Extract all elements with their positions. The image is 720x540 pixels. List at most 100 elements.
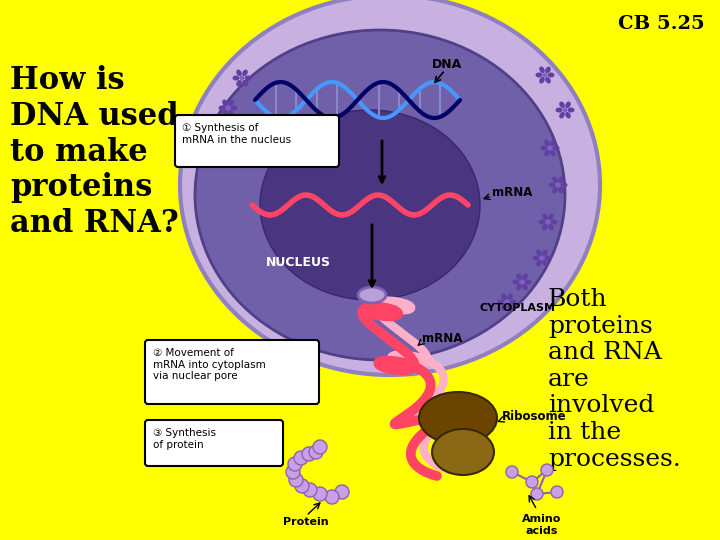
Ellipse shape xyxy=(552,145,559,151)
Ellipse shape xyxy=(542,260,548,266)
Ellipse shape xyxy=(228,134,233,141)
Text: DNA: DNA xyxy=(432,58,462,71)
Ellipse shape xyxy=(507,294,513,300)
Ellipse shape xyxy=(236,70,242,76)
Ellipse shape xyxy=(560,183,567,187)
Ellipse shape xyxy=(539,219,546,225)
Ellipse shape xyxy=(236,80,242,86)
Text: ② Movement of
mRNA into cytoplasm
via nuclear pore: ② Movement of mRNA into cytoplasm via nu… xyxy=(153,348,266,381)
Ellipse shape xyxy=(536,72,542,78)
Text: ③ Synthesis
of protein: ③ Synthesis of protein xyxy=(153,428,216,450)
Ellipse shape xyxy=(556,107,562,112)
Ellipse shape xyxy=(559,112,564,118)
Text: CB 5.25: CB 5.25 xyxy=(618,15,705,33)
Ellipse shape xyxy=(551,486,563,498)
Ellipse shape xyxy=(288,457,302,471)
Ellipse shape xyxy=(432,429,494,475)
Text: NUCLEUS: NUCLEUS xyxy=(266,256,330,269)
Ellipse shape xyxy=(242,80,248,86)
Ellipse shape xyxy=(180,0,600,375)
Ellipse shape xyxy=(505,300,510,305)
Ellipse shape xyxy=(544,150,550,157)
FancyBboxPatch shape xyxy=(145,420,283,466)
Text: mRNA: mRNA xyxy=(492,186,532,199)
Ellipse shape xyxy=(547,72,554,78)
Ellipse shape xyxy=(567,107,575,112)
Ellipse shape xyxy=(520,280,524,285)
Ellipse shape xyxy=(313,440,327,454)
Ellipse shape xyxy=(544,139,550,146)
Ellipse shape xyxy=(222,99,228,106)
Ellipse shape xyxy=(539,66,545,73)
Ellipse shape xyxy=(536,249,541,256)
Ellipse shape xyxy=(542,213,548,220)
Ellipse shape xyxy=(550,150,556,157)
Ellipse shape xyxy=(558,187,564,193)
Ellipse shape xyxy=(513,280,520,285)
FancyBboxPatch shape xyxy=(145,340,319,404)
Ellipse shape xyxy=(325,490,339,504)
Ellipse shape xyxy=(233,76,240,80)
Ellipse shape xyxy=(294,451,308,465)
Ellipse shape xyxy=(242,70,248,76)
Ellipse shape xyxy=(501,304,507,310)
Ellipse shape xyxy=(233,145,239,152)
FancyBboxPatch shape xyxy=(175,115,339,167)
Ellipse shape xyxy=(228,145,233,152)
Ellipse shape xyxy=(558,177,564,183)
Ellipse shape xyxy=(230,105,238,111)
Ellipse shape xyxy=(539,77,545,84)
Ellipse shape xyxy=(546,219,551,225)
Ellipse shape xyxy=(552,187,558,193)
Ellipse shape xyxy=(233,134,239,141)
Ellipse shape xyxy=(550,139,556,146)
Ellipse shape xyxy=(526,476,538,488)
Ellipse shape xyxy=(289,473,303,487)
Ellipse shape xyxy=(556,183,560,187)
Ellipse shape xyxy=(230,140,235,145)
Text: Ribosome: Ribosome xyxy=(502,409,567,422)
Ellipse shape xyxy=(542,224,548,231)
Ellipse shape xyxy=(522,274,528,280)
Ellipse shape xyxy=(419,392,497,444)
Ellipse shape xyxy=(549,183,556,187)
Text: CYTOPLASM: CYTOPLASM xyxy=(480,303,556,313)
Ellipse shape xyxy=(539,255,544,260)
Ellipse shape xyxy=(510,300,516,305)
Ellipse shape xyxy=(524,280,531,285)
Ellipse shape xyxy=(548,213,554,220)
Ellipse shape xyxy=(551,219,557,225)
Ellipse shape xyxy=(286,465,300,479)
Ellipse shape xyxy=(506,466,518,478)
Ellipse shape xyxy=(295,479,309,493)
Ellipse shape xyxy=(542,72,547,78)
Ellipse shape xyxy=(548,224,554,231)
Text: Protein: Protein xyxy=(283,517,329,527)
Ellipse shape xyxy=(542,249,548,256)
Ellipse shape xyxy=(516,274,522,280)
Ellipse shape xyxy=(565,102,571,108)
Ellipse shape xyxy=(302,447,316,461)
Ellipse shape xyxy=(240,76,245,80)
Text: Amino
acids: Amino acids xyxy=(522,514,562,536)
Ellipse shape xyxy=(531,488,543,500)
Ellipse shape xyxy=(562,107,567,112)
Ellipse shape xyxy=(218,105,225,111)
Ellipse shape xyxy=(358,287,386,303)
Text: ① Synthesis of
mRNA in the nucleus: ① Synthesis of mRNA in the nucleus xyxy=(182,123,291,145)
Text: Both
proteins
and RNA
are
involved
in the
processes.: Both proteins and RNA are involved in th… xyxy=(548,288,680,470)
Ellipse shape xyxy=(245,76,251,80)
Ellipse shape xyxy=(559,102,564,108)
Ellipse shape xyxy=(225,105,230,111)
Ellipse shape xyxy=(303,483,317,497)
Ellipse shape xyxy=(552,177,558,183)
Ellipse shape xyxy=(547,145,552,151)
Ellipse shape xyxy=(501,294,507,300)
Ellipse shape xyxy=(228,99,234,106)
Ellipse shape xyxy=(309,445,323,459)
Ellipse shape xyxy=(195,30,565,360)
Ellipse shape xyxy=(516,284,522,291)
Text: How is
DNA used
to make
proteins
and RNA?: How is DNA used to make proteins and RNA… xyxy=(10,65,179,239)
Ellipse shape xyxy=(544,255,552,260)
Ellipse shape xyxy=(260,110,480,300)
